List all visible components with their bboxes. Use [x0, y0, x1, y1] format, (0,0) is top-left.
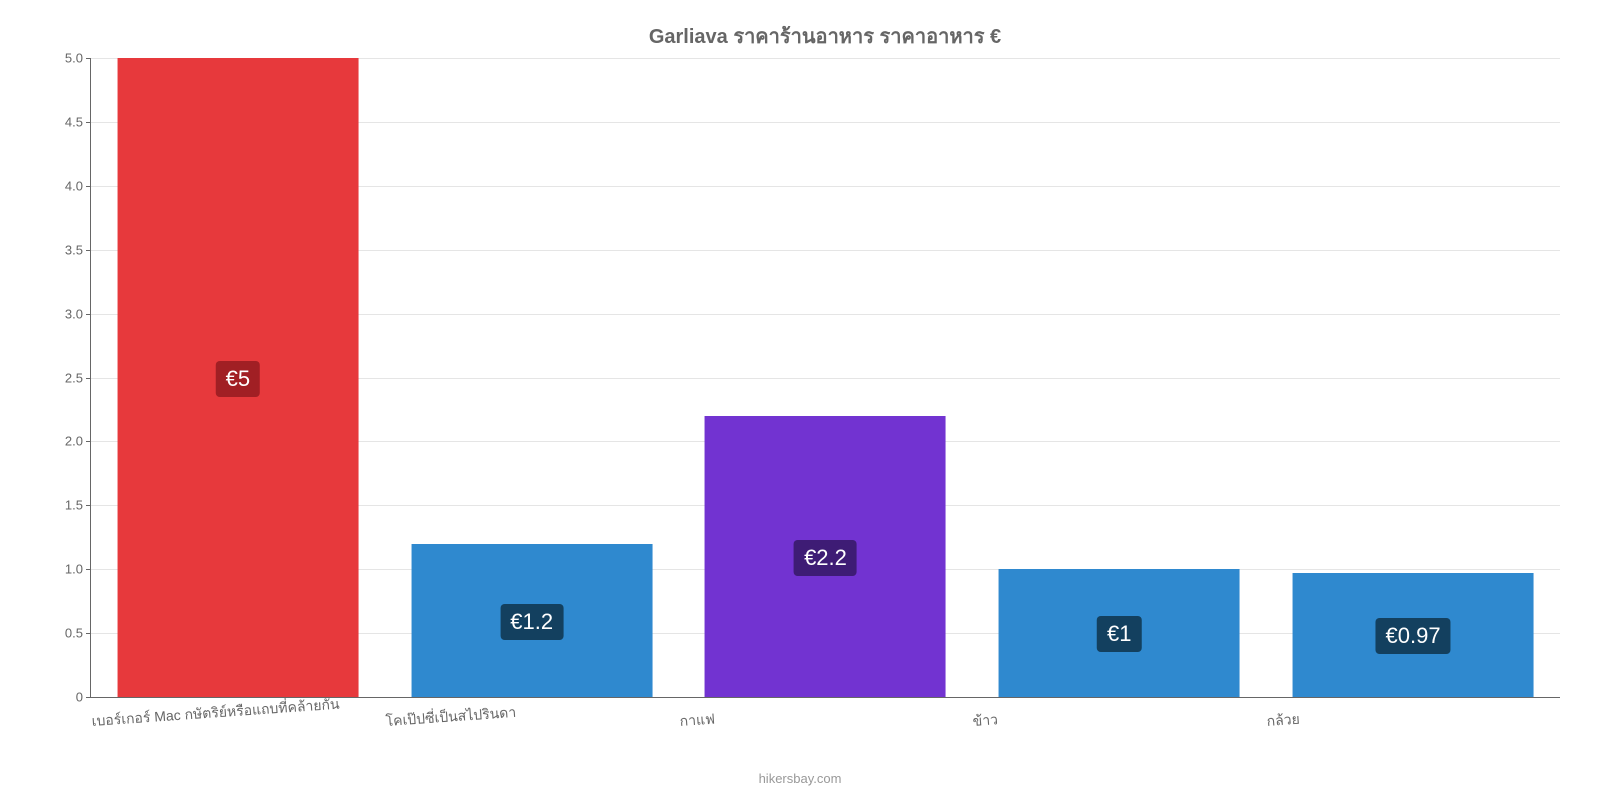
chart-title: Garliava ราคาร้านอาหาร ราคาอาหาร € — [90, 20, 1560, 52]
y-tick-label: 1.5 — [65, 498, 91, 513]
bars-container: €5เบอร์เกอร์ Mac กษัตริย์หรือแถบที่คล้าย… — [91, 58, 1560, 697]
bar-slot: €2.2กาแฟ — [679, 58, 973, 697]
y-tick-label: 0 — [76, 690, 91, 705]
attribution-text: hikersbay.com — [759, 771, 842, 786]
bar-slot: €1ข้าว — [972, 58, 1266, 697]
y-tick-label: 3.5 — [65, 242, 91, 257]
value-badge: €1 — [1097, 616, 1141, 652]
value-badge: €1.2 — [500, 604, 563, 640]
y-tick-label: 1.0 — [65, 562, 91, 577]
value-badge: €2.2 — [794, 540, 857, 576]
x-category-label: กล้วย — [1266, 709, 1301, 733]
price-chart: Garliava ราคาร้านอาหาร ราคาอาหาร € 00.51… — [0, 0, 1600, 800]
bar-slot: €0.97กล้วย — [1266, 58, 1560, 697]
y-tick-label: 3.0 — [65, 306, 91, 321]
value-badge: €0.97 — [1376, 618, 1451, 654]
x-category-label: โคเป๊ปซี่เป็นสไปรินดา — [385, 702, 517, 733]
x-category-label: ข้าว — [972, 709, 999, 733]
y-tick-label: 4.0 — [65, 178, 91, 193]
y-tick-label: 2.5 — [65, 370, 91, 385]
bar-slot: €1.2โคเป๊ปซี่เป็นสไปรินดา — [385, 58, 679, 697]
bar-slot: €5เบอร์เกอร์ Mac กษัตริย์หรือแถบที่คล้าย… — [91, 58, 385, 697]
y-tick-label: 4.5 — [65, 114, 91, 129]
y-tick-label: 0.5 — [65, 626, 91, 641]
x-category-label: กาแฟ — [679, 709, 716, 733]
value-badge: €5 — [216, 361, 260, 397]
x-category-label: เบอร์เกอร์ Mac กษัตริย์หรือแถบที่คล้ายกั… — [91, 694, 340, 733]
y-tick-label: 2.0 — [65, 434, 91, 449]
plot-area: 00.51.01.52.02.53.03.54.04.55.0 €5เบอร์เ… — [90, 58, 1560, 698]
y-tick-label: 5.0 — [65, 51, 91, 66]
